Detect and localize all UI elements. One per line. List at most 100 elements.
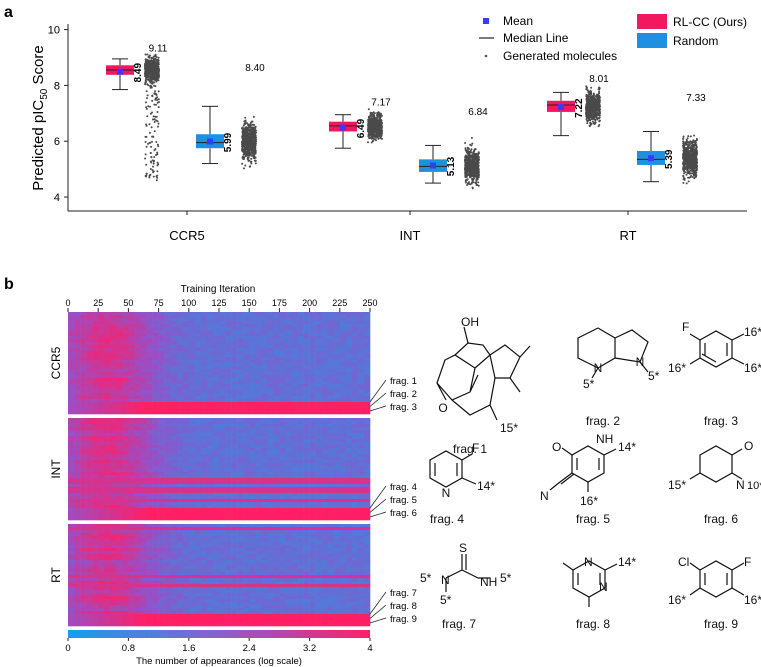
heatmap-cell <box>176 312 184 316</box>
molecule-point <box>152 75 155 77</box>
heatmap-cell <box>327 336 335 340</box>
heatmap-cell <box>92 351 99 355</box>
heatmap-cell <box>188 366 196 370</box>
heatmap-cell <box>152 354 159 358</box>
molecule-point <box>153 121 156 123</box>
heatmap-cell <box>363 351 371 355</box>
heatmap-cell <box>273 348 280 352</box>
heatmap-cell <box>104 348 111 352</box>
heatmap-cell <box>363 345 371 349</box>
heatmap-cell <box>291 324 298 328</box>
molecule-point <box>470 156 472 159</box>
molecule-point <box>145 145 148 148</box>
molecule-point <box>682 137 685 140</box>
heatmap-cell <box>225 360 232 364</box>
heatmap-cell <box>140 327 147 331</box>
molecule-point <box>149 76 152 79</box>
heatmap-cell <box>188 315 196 319</box>
heatmap-cell <box>237 348 244 352</box>
heatmap-cell <box>92 357 99 361</box>
heatmap-cell <box>249 315 256 319</box>
heatmap-cell <box>345 330 353 334</box>
heatmap-cell <box>146 330 153 334</box>
heatmap-cell <box>98 354 105 358</box>
heatmap-cell <box>140 333 147 337</box>
heatmap-cell <box>140 312 147 316</box>
heatmap-cell <box>309 312 316 316</box>
heatmap-cell <box>74 360 81 364</box>
heatmap-cell <box>303 354 310 358</box>
heatmap-cell <box>333 348 341 352</box>
heatmap-cell <box>273 366 280 370</box>
molecule-point <box>151 169 154 172</box>
molecule-point <box>477 164 480 167</box>
heatmap-cell <box>170 363 178 367</box>
heatmap-cell <box>80 369 87 373</box>
molecule-point <box>252 139 255 142</box>
heatmap-x-tick-label: 150 <box>242 298 257 308</box>
heatmap-cell <box>285 357 292 361</box>
heatmap-cell <box>303 324 310 328</box>
heatmap-cell <box>249 348 256 352</box>
heatmap-cell <box>212 354 220 358</box>
heatmap-cell <box>110 357 117 361</box>
heatmap-cell <box>303 348 310 352</box>
heatmap-cell <box>164 312 171 316</box>
heatmap-cell <box>140 363 147 367</box>
heatmap-cell <box>267 351 274 355</box>
heatmap-cell <box>158 324 165 328</box>
heatmap-cell <box>98 321 105 325</box>
heatmap-cell <box>255 327 262 331</box>
heatmap-cell <box>86 342 93 346</box>
heatmap-cell <box>212 339 220 343</box>
heatmap-cell <box>225 339 232 343</box>
heatmap-cell <box>170 345 178 349</box>
molecule-point <box>594 114 597 117</box>
heatmap-cell <box>363 330 371 334</box>
heatmap-cell <box>243 351 250 355</box>
molecule-point <box>146 97 148 100</box>
molecule-point <box>690 141 693 144</box>
heatmap-cell <box>128 327 135 331</box>
molecule-point <box>156 69 159 71</box>
molecule-point <box>687 157 690 160</box>
heatmap-cell <box>206 318 214 322</box>
molecule-point <box>156 96 159 99</box>
molecule-point <box>472 175 474 178</box>
heatmap-cell <box>134 366 141 370</box>
heatmap-cell <box>231 321 238 325</box>
heatmap-cell <box>200 348 208 352</box>
heatmap-cell <box>267 336 274 340</box>
heatmap-cell <box>212 333 220 337</box>
molecule-point <box>690 165 693 168</box>
molecule-point <box>588 102 590 105</box>
heatmap-cell <box>170 357 178 361</box>
molecule-point <box>472 177 475 180</box>
heatmap-cell <box>158 369 165 373</box>
heatmap-cell <box>128 324 135 328</box>
heatmap-cell <box>261 342 268 346</box>
heatmap-cell <box>255 324 262 328</box>
molecule-point <box>145 174 148 177</box>
molecule-point <box>150 64 153 67</box>
molecule-point <box>588 112 591 115</box>
molecule-point <box>155 56 158 59</box>
heatmap-cell <box>333 354 341 358</box>
molecule-point <box>465 171 468 174</box>
heatmap-cell <box>273 327 280 331</box>
heatmap-cell <box>279 315 286 319</box>
molecule-point <box>693 134 696 137</box>
heatmap-cell <box>255 357 262 361</box>
heatmap-cell <box>116 357 123 361</box>
heatmap-cell <box>146 342 153 346</box>
heatmap-cell <box>351 366 359 370</box>
heatmap-cell <box>243 324 250 328</box>
heatmap-cell <box>309 327 316 331</box>
molecule-point <box>145 123 148 126</box>
molecule-point <box>368 120 371 123</box>
heatmap-cell <box>68 333 75 337</box>
heatmap-cell <box>357 348 365 352</box>
heatmap-cell <box>303 321 310 325</box>
heatmap-cell <box>104 360 111 364</box>
molecule-point <box>682 142 685 145</box>
